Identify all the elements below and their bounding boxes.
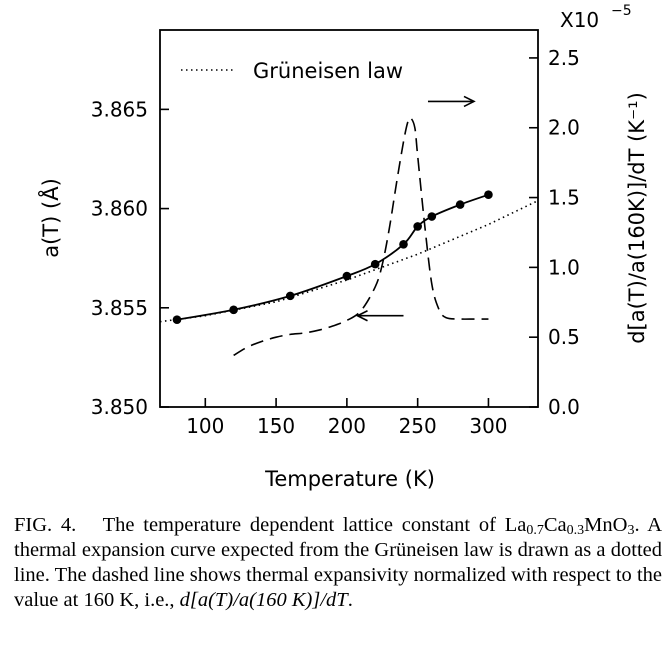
left-y-tick-label: 3.865 xyxy=(91,97,148,121)
expansivity-dashed-line xyxy=(233,116,489,357)
caption-sub-la: 0.7 xyxy=(526,523,544,538)
x-axis-title: Temperature (K) xyxy=(264,467,435,491)
data-point xyxy=(399,239,408,249)
arrow-right-head xyxy=(463,95,476,108)
data-point xyxy=(484,190,493,199)
caption-sub-ca: 0.3 xyxy=(566,523,585,538)
right-y-axis-title: d[a(T)/a(160K)]/dT (K⁻¹) xyxy=(625,92,649,344)
caption-chem-mno: MnO xyxy=(584,514,628,536)
left-y-tick-label: 3.850 xyxy=(91,395,148,419)
data-point xyxy=(229,305,238,315)
right-y-tick-label: 1.5 xyxy=(548,186,580,210)
gruneisen-dotted-line xyxy=(159,199,539,323)
caption-fig-label: FIG. 4. xyxy=(14,514,77,536)
left-y-axis-title: a(T) (Å) xyxy=(37,178,63,258)
legend-label-gruneisen: Grüneisen law xyxy=(253,59,403,83)
x-tick-label: 150 xyxy=(257,414,295,438)
x-tick-label: 300 xyxy=(469,414,507,438)
x-tick-label: 200 xyxy=(328,414,366,438)
data-point xyxy=(455,200,465,209)
lattice-constant-line xyxy=(176,193,489,321)
data-point xyxy=(370,259,380,269)
left-y-tick-label: 3.855 xyxy=(91,296,148,320)
plot-frame xyxy=(159,29,539,408)
data-point xyxy=(413,222,422,231)
arrow-left-head xyxy=(355,310,368,322)
caption-end: . xyxy=(347,589,353,611)
caption-formula: d[a(T)/a(160 K)]/dT xyxy=(179,589,348,611)
right-axis-exponent: −5 xyxy=(611,3,632,19)
right-y-tick-label: 0.0 xyxy=(548,395,580,419)
lattice-constant-chart: 100 150 200 250 300 3.850 3.855 3.860 3.865 0.0 0.… xyxy=(37,3,649,491)
caption-body: . A thermal expansion curve expected fro… xyxy=(14,514,663,611)
data-point xyxy=(172,315,182,324)
caption-line1: The temperature dependent lattice consta… xyxy=(102,514,496,536)
data-point xyxy=(427,212,437,221)
right-y-tick-label: 0.5 xyxy=(548,325,580,349)
right-y-tick-label: 2.5 xyxy=(548,46,580,70)
data-point xyxy=(342,271,352,281)
caption-chem-la: La xyxy=(504,514,527,536)
right-y-tick-label: 1.0 xyxy=(548,255,580,279)
x-tick-label: 250 xyxy=(399,414,437,438)
left-y-tick-label: 3.860 xyxy=(91,197,148,221)
figure-caption: FIG. 4. The temperature dependent lattic… xyxy=(14,513,662,613)
caption-sub-mno: 3 xyxy=(627,523,635,538)
caption-chem-ca: Ca xyxy=(543,514,567,536)
right-y-tick-label: 2.0 xyxy=(548,116,580,140)
right-axis-multiplier: X10 xyxy=(560,8,599,32)
x-tick-label: 100 xyxy=(186,414,224,438)
